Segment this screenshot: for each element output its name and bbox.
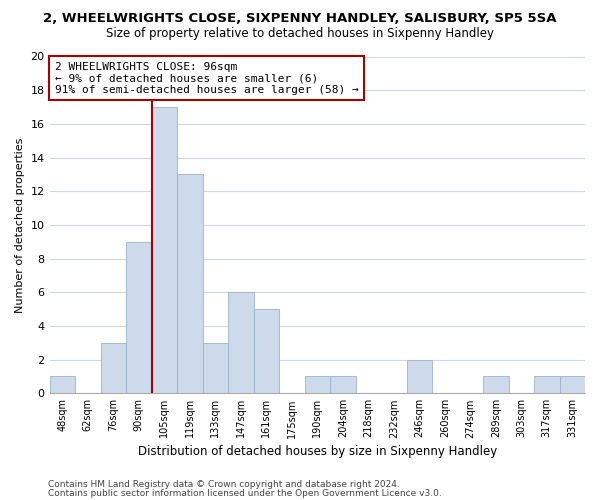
Bar	[483, 376, 509, 394]
Bar	[177, 174, 203, 394]
Bar	[305, 376, 330, 394]
Bar	[50, 376, 75, 394]
Bar	[126, 242, 152, 394]
Bar	[560, 376, 585, 394]
Bar	[228, 292, 254, 394]
Text: Size of property relative to detached houses in Sixpenny Handley: Size of property relative to detached ho…	[106, 28, 494, 40]
Bar	[534, 376, 560, 394]
Text: 2, WHEELWRIGHTS CLOSE, SIXPENNY HANDLEY, SALISBURY, SP5 5SA: 2, WHEELWRIGHTS CLOSE, SIXPENNY HANDLEY,…	[43, 12, 557, 26]
Bar	[330, 376, 356, 394]
Bar	[407, 360, 432, 394]
Bar	[254, 309, 279, 394]
Text: Contains public sector information licensed under the Open Government Licence v3: Contains public sector information licen…	[48, 488, 442, 498]
Bar	[152, 107, 177, 394]
Y-axis label: Number of detached properties: Number of detached properties	[15, 137, 25, 312]
Bar	[203, 343, 228, 394]
X-axis label: Distribution of detached houses by size in Sixpenny Handley: Distribution of detached houses by size …	[137, 444, 497, 458]
Text: 2 WHEELWRIGHTS CLOSE: 96sqm
← 9% of detached houses are smaller (6)
91% of semi-: 2 WHEELWRIGHTS CLOSE: 96sqm ← 9% of deta…	[55, 62, 359, 95]
Text: Contains HM Land Registry data © Crown copyright and database right 2024.: Contains HM Land Registry data © Crown c…	[48, 480, 400, 489]
Bar	[101, 343, 126, 394]
